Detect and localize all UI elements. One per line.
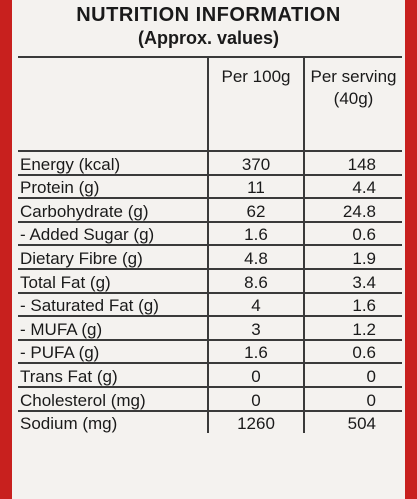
table-row: - PUFA (g) 1.6 0.6 [18,339,402,365]
table-header-row: Per 100g Per serving (40g) [18,56,402,152]
per-100g-column-header: Per 100g [207,56,304,152]
nutrient-name: Energy (kcal) [18,151,208,176]
table-row: Total Fat (g) 8.6 3.4 [18,268,402,294]
per-serving-value: 3.4 [303,268,402,294]
nutrient-name: Dietary Fibre (g) [18,245,208,270]
nutrient-name: - Added Sugar (g) [18,221,208,247]
nutrient-name: Total Fat (g) [18,268,208,294]
table-row: Protein (g) 11 4.4 [18,174,402,200]
per-100g-value: 0 [207,363,304,388]
panel-title: NUTRITION INFORMATION [76,4,341,26]
per-100g-value: 1.6 [207,221,304,247]
packaging-edge-right [403,0,417,499]
per-serving-value: 148 [303,151,402,176]
per-serving-value: 0 [303,386,402,412]
per-100g-value: 8.6 [207,268,304,294]
table-row: - Added Sugar (g) 1.6 0.6 [18,221,402,247]
per-100g-value: 62 [207,198,304,223]
per-100g-value: 4 [207,292,304,318]
per-100g-value: 0 [207,386,304,412]
table-row: Cholesterol (mg) 0 0 [18,386,402,412]
nutrient-name: Protein (g) [18,174,208,200]
per-serving-column-header: Per serving (40g) [303,56,402,152]
per-serving-value: 1.6 [303,292,402,318]
nutrient-name: - PUFA (g) [18,339,208,365]
per-serving-value: 504 [303,410,402,434]
nutrient-name: Trans Fat (g) [18,363,208,388]
per-serving-value: 1.9 [303,245,402,270]
table-row: - Saturated Fat (g) 4 1.6 [18,292,402,318]
panel-subtitle: (Approx. values) [137,28,280,48]
per-serving-value: 0 [303,363,402,388]
packaging-edge-left [0,0,14,499]
per-100g-value: 4.8 [207,245,304,270]
per-serving-value: 1.2 [303,316,402,341]
table-row: Energy (kcal) 370 148 [18,151,402,176]
nutrition-panel: NUTRITION INFORMATION (Approx. values) P… [12,0,405,499]
nutrient-name: Carbohydrate (g) [18,198,208,223]
table-row: Dietary Fibre (g) 4.8 1.9 [18,245,402,270]
per-100g-value: 1260 [207,410,304,434]
nutrient-name: Cholesterol (mg) [18,386,208,412]
table-row: Carbohydrate (g) 62 24.8 [18,198,402,223]
per-100g-value: 11 [207,174,304,200]
per-serving-value: 24.8 [303,198,402,223]
per-100g-value: 1.6 [207,339,304,365]
nutrient-name: - MUFA (g) [18,316,208,341]
table-row: - MUFA (g) 3 1.2 [18,316,402,341]
per-serving-value: 0.6 [303,221,402,247]
table-row: Sodium (mg) 1260 504 [18,410,402,434]
per-serving-value: 4.4 [303,174,402,200]
nutrient-name: - Saturated Fat (g) [18,292,208,318]
table-row: Trans Fat (g) 0 0 [18,363,402,388]
nutrient-name: Sodium (mg) [20,414,118,434]
per-serving-value: 0.6 [303,339,402,365]
nutrition-table: Per 100g Per serving (40g) Energy (kcal)… [18,56,402,434]
per-100g-value: 3 [207,316,304,341]
per-100g-value: 370 [207,151,304,176]
nutrient-column-header [18,56,208,152]
